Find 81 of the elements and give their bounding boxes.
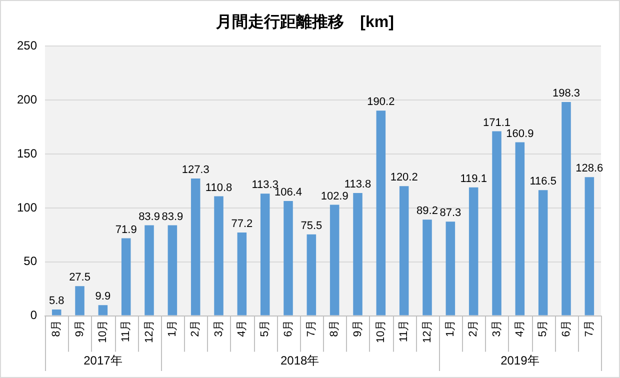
bar (284, 201, 293, 316)
data-label: 83.9 (138, 210, 160, 223)
y-tick-label: 0 (30, 308, 38, 322)
bar (492, 131, 502, 316)
x-tick-label: 2月 (468, 320, 480, 337)
x-tick-label: 7月 (305, 320, 318, 337)
bar (584, 177, 594, 316)
bar (330, 204, 340, 316)
data-label: 102.9 (320, 190, 348, 202)
y-tick-label: 200 (16, 92, 38, 106)
data-label: 83.9 (162, 210, 184, 223)
bar (515, 142, 525, 316)
y-tick-label: 100 (16, 200, 38, 214)
text: 2017年 (84, 354, 122, 368)
bar (422, 220, 432, 316)
data-label: 87.3 (440, 207, 462, 220)
x-tick-label: 4月 (236, 320, 248, 337)
bar (376, 110, 386, 316)
x-tick-label: 6月 (282, 320, 294, 337)
bar (121, 238, 131, 316)
data-label: 160.9 (506, 128, 534, 140)
bar (144, 225, 154, 316)
x-tick-label: 6月 (560, 320, 572, 337)
y-tick-label: 50 (24, 254, 38, 268)
bar (168, 225, 178, 316)
data-label: 128.6 (576, 162, 604, 175)
x-tick-label: 8月 (328, 320, 341, 337)
bar (190, 178, 200, 316)
x-tick-label: 5月 (259, 320, 272, 337)
data-label: 75.5 (300, 220, 322, 232)
bar (399, 186, 409, 316)
x-tick-label: 4月 (514, 320, 526, 337)
x-tick-label: 5月 (537, 320, 550, 337)
bar (98, 305, 108, 316)
text: 2018年 (280, 354, 320, 368)
bar (353, 193, 362, 316)
data-label: 198.3 (552, 87, 580, 100)
x-tick-label: 7月 (583, 320, 596, 337)
x-tick-label: 8月 (50, 320, 63, 337)
x-tick-label: 11月 (398, 320, 410, 342)
text: 2019年 (500, 354, 540, 368)
data-label: 119.1 (460, 172, 487, 185)
x-tick-label: 10月 (96, 320, 109, 344)
bar (538, 190, 548, 316)
x-tick-label: 3月 (212, 320, 225, 337)
bar (562, 102, 571, 316)
x-tick-label: 9月 (352, 320, 364, 337)
x-tick-label: 12月 (143, 320, 156, 344)
bar (260, 194, 270, 316)
data-label: 110.8 (205, 182, 232, 194)
data-label: 89.2 (416, 205, 438, 218)
data-label: 77.2 (231, 218, 253, 230)
x-tick-label: 2月 (190, 320, 202, 337)
x-tick-label: 3月 (490, 320, 503, 337)
x-tick-label: 1月 (166, 320, 178, 337)
x-tick-label: 12月 (421, 320, 434, 344)
data-label: 9.9 (95, 290, 111, 303)
data-label: 27.5 (69, 272, 90, 284)
x-tick-label: 10月 (374, 320, 387, 344)
bar (75, 286, 84, 316)
data-label: 127.3 (182, 164, 210, 176)
x-tick-label: 11月 (120, 320, 132, 342)
x-tick-label: 1月 (444, 320, 456, 337)
bar (214, 196, 224, 316)
data-label: 190.2 (367, 96, 395, 108)
data-label: 5.8 (48, 295, 64, 308)
data-label: 106.4 (274, 186, 302, 199)
data-label: 171.1 (482, 116, 511, 129)
bar (237, 232, 247, 316)
chart-title: 月間走行距離推移 [km] (215, 13, 394, 32)
bar (446, 222, 456, 316)
bar (468, 187, 478, 316)
data-label: 113.8 (344, 178, 372, 191)
y-tick-label: 150 (16, 146, 38, 160)
data-label: 71.9 (115, 224, 137, 236)
bar (306, 234, 316, 316)
y-tick-label: 250 (16, 38, 38, 53)
data-label: 116.5 (530, 176, 556, 188)
bar (52, 310, 62, 316)
x-tick-label: 9月 (74, 320, 86, 337)
data-label: 120.2 (390, 172, 418, 184)
